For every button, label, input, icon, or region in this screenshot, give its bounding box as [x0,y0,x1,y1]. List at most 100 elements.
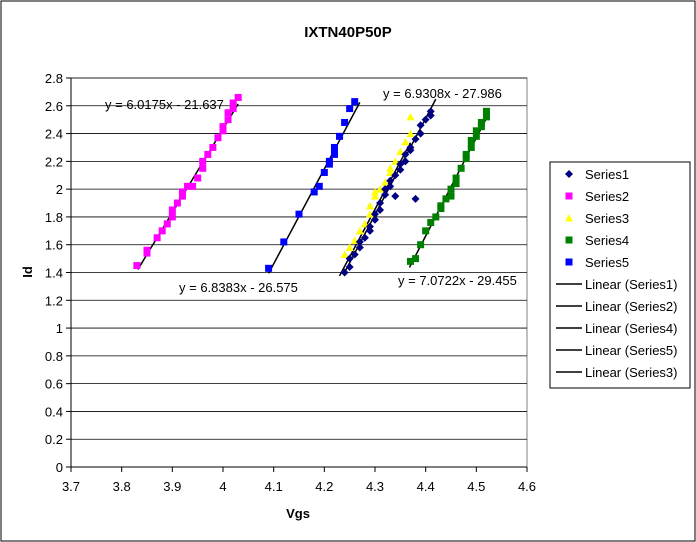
y-tick-label: 2.6 [45,99,63,114]
data-point-series3 [406,112,415,121]
data-point-series1 [355,243,364,252]
chart-title: IXTN40P50P [304,24,392,41]
data-point-series5 [330,150,338,158]
data-point-series4 [437,202,445,210]
data-point-series1 [411,194,420,203]
data-point-series1 [391,192,400,201]
x-tick-label: 4.4 [417,479,435,494]
data-point-series4 [452,180,460,188]
y-tick-label: 0.4 [45,404,63,419]
data-point-series1 [365,226,374,235]
data-point-series5 [280,238,288,246]
y-axis-title: Id [20,266,35,278]
data-point-series2 [199,164,207,172]
data-point-series1 [350,250,359,259]
legend-label-trend3: Linear (Series4) [585,321,678,336]
data-point-series3 [365,210,374,218]
data-point-series4 [427,218,435,226]
legend-marker-series1 [565,170,573,178]
data-point-series2 [184,182,192,190]
legend-label-trend4: Linear (Series5) [585,343,678,358]
x-axis-title: Vgs [286,506,310,521]
data-point-series4 [467,137,475,145]
y-tick-label: 1.8 [45,210,63,225]
data-point-series1 [416,121,425,130]
x-tick-label: 4.3 [366,479,384,494]
legend-marker-series5 [565,258,573,266]
data-point-series2 [204,150,212,158]
data-point-series4 [422,227,430,235]
data-point-series2 [133,262,141,270]
legend-marker-series2 [565,192,573,200]
data-point-series5 [336,132,344,140]
data-point-series5 [341,118,349,126]
legend-label-trend1: Linear (Series1) [585,277,678,292]
data-point-series3 [391,157,400,165]
data-point-series1 [355,237,364,246]
data-point-series3 [371,192,379,200]
legend-label-series1: Series1 [585,167,629,182]
data-point-series1 [401,157,410,166]
x-tick-label: 4.5 [467,479,485,494]
data-point-series2 [163,220,171,228]
data-point-series2 [219,127,227,135]
data-point-series4 [417,241,425,249]
data-point-series2 [214,134,222,142]
data-point-series5 [330,143,338,151]
data-point-series4 [482,113,490,121]
data-point-series3 [355,226,364,235]
x-tick-label: 4.2 [315,479,333,494]
data-point-series3 [386,168,395,176]
data-point-series4 [462,150,470,158]
data-point-series1 [340,268,349,277]
data-point-series2 [199,157,207,165]
data-point-series2 [168,206,176,214]
data-point-series2 [224,109,232,117]
data-point-series1 [396,165,405,174]
data-point-series4 [447,185,455,193]
data-point-series2 [234,93,242,101]
data-point-series4 [457,164,465,172]
equation-series4: y = 7.0722x - 29.455 [398,273,517,288]
data-point-series5 [295,210,303,218]
data-point-series5 [315,182,323,190]
data-point-series2 [224,116,232,124]
x-tick-label: 4.1 [265,479,283,494]
data-point-series5 [351,98,359,106]
data-point-series3 [371,187,379,196]
y-tick-label: 0.2 [45,432,63,447]
data-point-series4 [462,155,470,163]
data-point-series1 [416,129,425,138]
data-point-series2 [219,123,227,131]
data-point-series1 [386,176,395,185]
data-point-series1 [376,199,385,208]
data-point-series1 [401,150,410,159]
data-point-series3 [386,164,395,172]
data-point-series4 [472,132,480,140]
x-tick-label: 3.7 [62,479,80,494]
data-point-series4 [467,143,475,151]
data-point-series5 [325,157,333,165]
data-point-series1 [411,135,420,144]
y-tick-label: 2 [56,182,63,197]
legend-marker-series4 [565,236,573,244]
data-point-series1 [371,210,379,219]
y-tick-label: 0 [56,460,63,475]
data-point-series1 [386,182,395,191]
data-point-series5 [265,264,273,272]
data-point-series3 [340,250,349,258]
equation-series1: y = 6.9308x - 27.986 [383,86,502,101]
data-point-series2 [178,188,186,196]
data-point-series5 [346,105,354,113]
legend-label-trend5: Linear (Series3) [585,365,678,380]
data-point-series4 [472,127,480,135]
x-tick-label: 4 [219,479,226,494]
y-tick-label: 2.4 [45,127,63,142]
data-point-series2 [143,246,151,254]
data-point-series1 [406,143,415,152]
data-point-series2 [168,213,176,221]
legend-label-series4: Series4 [585,233,629,248]
x-tick-label: 4.6 [518,479,536,494]
y-tick-label: 1.4 [45,266,63,281]
